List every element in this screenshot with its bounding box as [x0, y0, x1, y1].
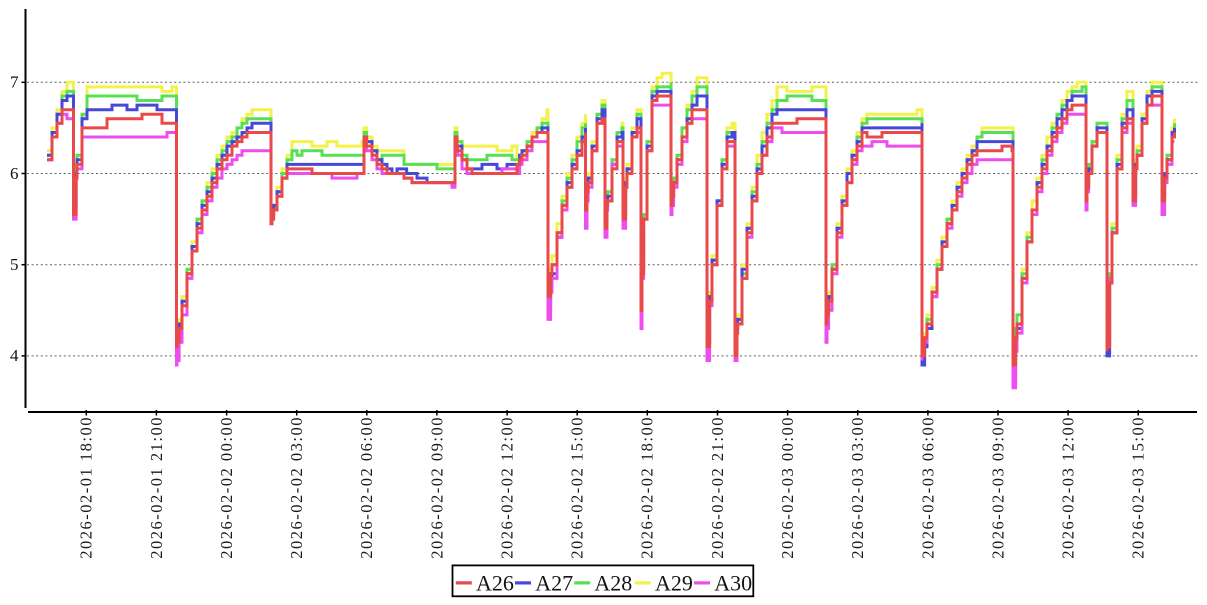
- svg-text:4: 4: [10, 346, 19, 365]
- svg-text:2026-02-03 03:00: 2026-02-03 03:00: [848, 416, 867, 559]
- svg-text:2026-02-01 21:00: 2026-02-01 21:00: [147, 416, 166, 559]
- svg-text:A30: A30: [714, 570, 752, 595]
- svg-text:2026-02-02 09:00: 2026-02-02 09:00: [427, 416, 446, 559]
- svg-text:2026-02-02 06:00: 2026-02-02 06:00: [357, 416, 376, 559]
- svg-text:2026-02-03 15:00: 2026-02-03 15:00: [1129, 416, 1148, 559]
- svg-text:2026-02-03 09:00: 2026-02-03 09:00: [988, 416, 1007, 559]
- svg-text:2026-02-02 18:00: 2026-02-02 18:00: [638, 416, 657, 559]
- svg-text:2026-02-03 12:00: 2026-02-03 12:00: [1059, 416, 1078, 559]
- svg-text:5: 5: [10, 255, 19, 274]
- svg-text:2026-02-03 06:00: 2026-02-03 06:00: [918, 416, 937, 559]
- svg-text:A27: A27: [535, 570, 573, 595]
- svg-text:2026-02-01 18:00: 2026-02-01 18:00: [77, 416, 96, 559]
- svg-text:7: 7: [10, 73, 19, 92]
- svg-text:A29: A29: [655, 570, 693, 595]
- svg-text:A26: A26: [476, 570, 514, 595]
- svg-text:2026-02-02 00:00: 2026-02-02 00:00: [217, 416, 236, 559]
- svg-text:2026-02-02 03:00: 2026-02-02 03:00: [287, 416, 306, 559]
- svg-text:A28: A28: [594, 570, 632, 595]
- svg-text:2026-02-02 15:00: 2026-02-02 15:00: [568, 416, 587, 559]
- svg-text:2026-02-02 21:00: 2026-02-02 21:00: [708, 416, 727, 559]
- svg-text:2026-02-03 00:00: 2026-02-03 00:00: [778, 416, 797, 559]
- svg-text:6: 6: [10, 164, 19, 183]
- svg-text:2026-02-02 12:00: 2026-02-02 12:00: [498, 416, 517, 559]
